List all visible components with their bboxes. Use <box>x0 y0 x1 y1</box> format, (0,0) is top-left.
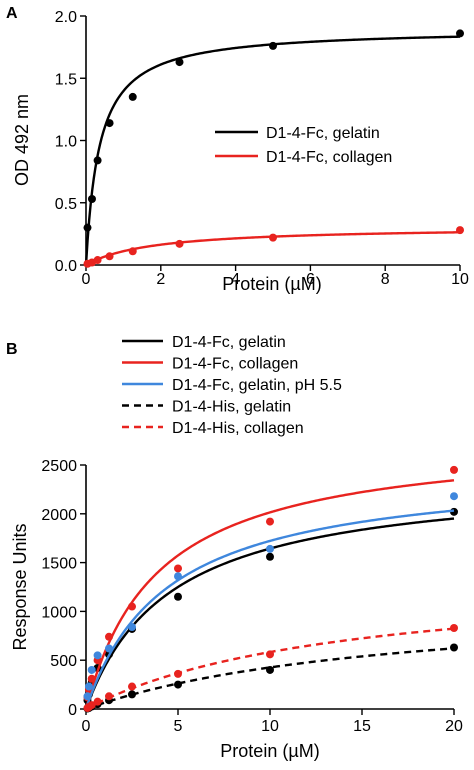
data-point-series-2 <box>450 492 458 501</box>
data-point-series-3 <box>128 690 136 699</box>
y-axis-title: Response Units <box>10 523 30 650</box>
data-point-series-3 <box>450 643 458 652</box>
panel-label: B <box>6 341 18 358</box>
data-point-series-1 <box>175 239 184 248</box>
data-point-series-4 <box>93 697 102 706</box>
data-point-series-2 <box>128 623 136 632</box>
legend-label-3: D1-4-His, gelatin <box>172 399 291 416</box>
data-point-series-1 <box>456 226 464 235</box>
y-tick-label: 0.0 <box>55 258 77 275</box>
legend-label-1: D1-4-Fc, collagen <box>266 149 392 166</box>
legend-label-4: D1-4-His, collagen <box>172 420 304 437</box>
x-tick-label: 0 <box>82 718 91 735</box>
y-tick-label: 0.5 <box>55 196 77 213</box>
data-point-series-1 <box>105 252 114 261</box>
data-point-series-2 <box>87 665 96 674</box>
x-tick-label: 2 <box>156 271 165 288</box>
data-point-series-4 <box>87 701 96 710</box>
data-point-series-2 <box>105 644 113 653</box>
data-point-series-0 <box>174 592 182 601</box>
data-point-series-4 <box>266 650 274 659</box>
y-tick-label: 0 <box>68 702 77 719</box>
data-point-series-0 <box>83 223 92 232</box>
y-tick-label: 500 <box>50 653 77 670</box>
y-tick-label: 1500 <box>41 556 77 573</box>
series-line-1 <box>84 479 455 710</box>
x-tick-label: 0 <box>82 271 91 288</box>
data-point-series-0 <box>87 195 96 204</box>
data-point-series-4 <box>128 682 136 691</box>
data-point-series-2 <box>266 544 274 553</box>
data-point-series-0 <box>456 29 464 38</box>
x-tick-label: 15 <box>353 718 371 735</box>
legend-label-1: D1-4-Fc, collagen <box>172 356 298 373</box>
data-point-series-0 <box>93 156 102 165</box>
x-tick-label: 6 <box>306 271 315 288</box>
data-point-series-1 <box>128 602 136 611</box>
data-point-series-0 <box>175 58 184 67</box>
data-point-series-1 <box>450 465 458 474</box>
x-tick-label: 8 <box>381 271 390 288</box>
data-point-series-0 <box>105 119 114 128</box>
legend-label-2: D1-4-Fc, gelatin, pH 5.5 <box>172 377 342 394</box>
data-point-series-3 <box>174 680 182 689</box>
data-point-series-1 <box>174 564 182 573</box>
data-point-series-1 <box>87 674 96 683</box>
y-tick-label: 1.5 <box>55 71 77 88</box>
data-point-series-4 <box>105 692 113 701</box>
data-point-series-1 <box>266 517 274 526</box>
data-point-series-2 <box>84 682 93 691</box>
data-point-series-1 <box>128 247 137 256</box>
data-point-series-1 <box>269 233 277 242</box>
data-point-series-1 <box>105 632 113 641</box>
data-point-series-0 <box>266 552 274 561</box>
x-axis-title: Protein (µM) <box>220 741 319 761</box>
x-tick-label: 10 <box>261 718 279 735</box>
y-tick-label: 1000 <box>41 604 77 621</box>
data-point-series-4 <box>450 623 458 632</box>
data-point-series-4 <box>174 669 182 678</box>
x-tick-label: 10 <box>451 271 469 288</box>
data-point-series-2 <box>174 572 182 581</box>
y-tick-label: 1.0 <box>55 134 77 151</box>
legend-label-0: D1-4-Fc, gelatin <box>172 334 286 351</box>
y-tick-label: 2500 <box>41 458 77 475</box>
data-point-series-2 <box>93 651 102 660</box>
legend-label-0: D1-4-Fc, gelatin <box>266 125 380 142</box>
data-point-series-0 <box>128 92 137 101</box>
series-line-3 <box>85 647 455 711</box>
data-point-series-0 <box>269 41 277 50</box>
y-axis-title: OD 492 nm <box>12 94 32 186</box>
y-tick-label: 2.0 <box>55 9 77 26</box>
x-tick-label: 4 <box>231 271 240 288</box>
data-point-series-3 <box>266 665 274 674</box>
data-point-series-2 <box>83 692 92 701</box>
x-axis-title: Protein (µM) <box>222 274 321 294</box>
panel-label: A <box>6 5 18 22</box>
x-tick-label: 5 <box>174 718 183 735</box>
y-tick-label: 2000 <box>41 507 77 524</box>
x-tick-label: 20 <box>445 718 463 735</box>
series-line-2 <box>84 509 455 710</box>
data-point-series-1 <box>93 256 102 265</box>
